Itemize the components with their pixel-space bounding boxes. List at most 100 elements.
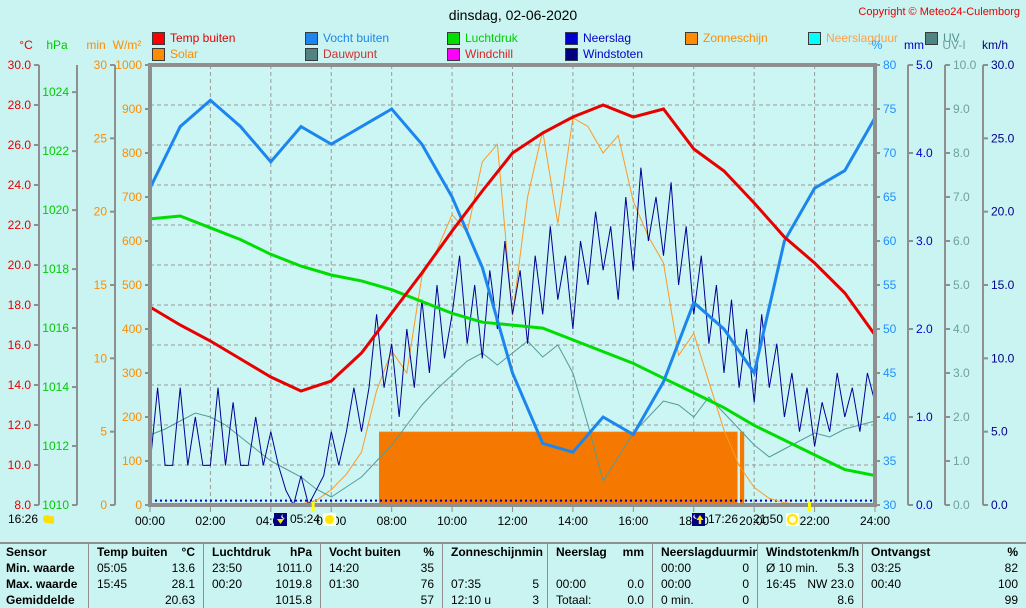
- weather-cloud-icon: [43, 514, 55, 524]
- table-cell-temp-buiten-max: 15:45 28.1: [97, 577, 195, 591]
- axis-tick-wm2: 800: [122, 146, 142, 160]
- axis-tick-temp_c: 28.0: [8, 98, 32, 112]
- column-header: Vocht buiten%: [329, 545, 434, 559]
- column-header: Neerslagduur min: [661, 545, 757, 559]
- axis-tick-kmh: 15.0: [991, 278, 1015, 292]
- table-column-neerslagduur: Neerslagduur min 00:00 0 00:00 0 0 min. 0: [652, 544, 757, 608]
- stats-table: Sensor Min. waarde Max. waarde Gemiddelde Te…: [0, 542, 1026, 608]
- legend-item-windchill: Windchill: [447, 47, 513, 61]
- table-cell-temp-buiten-min: 05:05 13.6: [97, 561, 195, 575]
- table-cell-temp-buiten-avg: 20.63: [164, 593, 195, 607]
- legend-label: UV: [943, 31, 960, 45]
- axis-header-w-m: W/m²: [112, 38, 142, 52]
- series-luchtdruk: [149, 214, 876, 477]
- axis-tick-uvi: 8.0: [953, 146, 970, 160]
- axis-tick-pct: 45: [883, 366, 897, 380]
- sunrise-time: 05:24: [290, 512, 321, 526]
- table-column-luchtdruk: Luchtdruk hPa 23:50 1011.0 00:20 1019.8 1015.8: [203, 544, 320, 608]
- axis-tick-temp_c: 18.0: [8, 298, 32, 312]
- table-cell-neerslag-min: [548, 560, 652, 576]
- axis-tick-kmh: 5.0: [991, 425, 1008, 439]
- x-tick-label: 24:00: [860, 514, 890, 528]
- axis-tick-pct: 30: [883, 498, 897, 512]
- axis-tick-uvi: 7.0: [953, 190, 970, 204]
- axis-tick-pct: 80: [883, 58, 897, 72]
- axis-tick-wm2: 0: [135, 498, 142, 512]
- moonrise-icon: [692, 512, 705, 526]
- x-tick-label: 08:00: [377, 514, 407, 528]
- table-cell-windstoten-avg: 8.6: [837, 593, 854, 607]
- x-tick-label: 22:00: [800, 514, 830, 528]
- legend-swatch-luchtdruk: [447, 31, 460, 45]
- axis-tick-mm: 1.0: [916, 410, 933, 424]
- table-cell-windstoten-max: 16:45 NW 23.0: [766, 577, 854, 591]
- series-zonneschijn: [378, 431, 738, 503]
- series-temp-buiten: [149, 103, 877, 393]
- table-cell-luchtdruk-max: 00:20 1019.8: [212, 577, 312, 591]
- legend-item-uv: UV: [925, 31, 960, 45]
- axis-tick-pct: 60: [883, 234, 897, 248]
- table-cell-ontvangst-max: 00:40 100: [871, 577, 1018, 591]
- axis-tick-hpa: 1010: [42, 498, 69, 512]
- legend-swatch-neerslag: [565, 31, 578, 45]
- axis-header-hpa: hPa: [46, 38, 68, 52]
- sun-up-icon: [323, 512, 337, 526]
- axis-tick-hpa: 1016: [42, 321, 69, 335]
- axis-tick-uvi: 1.0: [953, 454, 970, 468]
- sunrise-marker: 05:24: [274, 512, 337, 526]
- axis-tick-min: 5: [100, 425, 107, 439]
- column-header: Luchtdruk hPa: [212, 545, 312, 559]
- axis-tick-wm2: 500: [122, 278, 142, 292]
- snapshot-time: 16:26: [8, 512, 39, 526]
- table-cell-vocht-buiten-avg: 57: [420, 593, 434, 607]
- table-cell-luchtdruk-min: 23:50 1011.0: [212, 561, 312, 575]
- legend-swatch-windstoten: [565, 47, 578, 61]
- legend-label: Windchill: [465, 47, 514, 61]
- sunset-marker: 21:50: [753, 512, 800, 526]
- copyright-text: Copyright © Meteo24-Culemborg: [858, 6, 1020, 18]
- axis-tick-temp_c: 24.0: [8, 178, 32, 192]
- axis-tick-hpa: 1012: [42, 439, 69, 453]
- axis-tick-kmh: 0.0: [991, 498, 1008, 512]
- axis-header-uv-i: UV-I: [942, 38, 966, 52]
- axis-tick-uvi: 4.0: [953, 322, 970, 336]
- legend-label: Windstoten: [583, 47, 644, 61]
- legend-item-neerslagduur: Neerslagduur: [808, 31, 898, 45]
- axis-header-min: min: [86, 38, 106, 52]
- axis-tick-mm: 3.0: [916, 234, 933, 248]
- table-cell-neerslagduur-max: 00:00 0: [661, 577, 749, 591]
- series-zonneschijn: [739, 431, 745, 503]
- table-column-neerslag: Neerslag mm 00:00 0.0 Totaal: 0.0: [547, 544, 652, 608]
- axis-tick-temp_c: 14.0: [8, 378, 32, 392]
- sun-mark: [311, 502, 315, 512]
- column-header: Neerslag mm: [556, 545, 644, 559]
- axis-tick-hpa: 1020: [42, 203, 69, 217]
- moonset-icon: [274, 512, 287, 526]
- axis-tick-wm2: 100: [122, 454, 142, 468]
- axis-tick-hpa: 1022: [42, 144, 69, 158]
- legend-label: Luchtdruk: [465, 31, 518, 45]
- table-cell-ontvangst-min: 03:25 82: [871, 561, 1018, 575]
- table-cell-neerslag-max: 00:00 0.0: [556, 577, 644, 591]
- row-header: Sensor: [6, 545, 47, 559]
- axis-tick-min: 0: [100, 498, 107, 512]
- axis-tick-temp_c: 10.0: [8, 458, 32, 472]
- axis-tick-kmh: 30.0: [991, 58, 1015, 72]
- legend-label: Zonneschijn: [703, 31, 768, 45]
- legend-swatch-uv: [925, 31, 938, 45]
- table-cell-neerslagduur-avg: 0 min. 0: [661, 593, 749, 607]
- axis-tick-pct: 35: [883, 454, 897, 468]
- row-header: Gemiddelde: [6, 593, 75, 607]
- sun-mark: [807, 502, 811, 512]
- axis-tick-pct: 70: [883, 146, 897, 160]
- axis-tick-mm: 0.0: [916, 498, 933, 512]
- column-header: Temp buiten °C: [97, 545, 195, 559]
- axis-header-: %: [871, 38, 883, 52]
- table-column-windstoten: Windstoten km/h Ø 10 min. 5.3 16:45 NW 23.0 8.…: [757, 544, 862, 608]
- axis-tick-mm: 5.0: [916, 58, 933, 72]
- axis-tick-temp_c: 8.0: [14, 498, 31, 512]
- legend-swatch-vocht-buiten: [305, 31, 318, 45]
- axis-tick-wm2: 700: [122, 190, 142, 204]
